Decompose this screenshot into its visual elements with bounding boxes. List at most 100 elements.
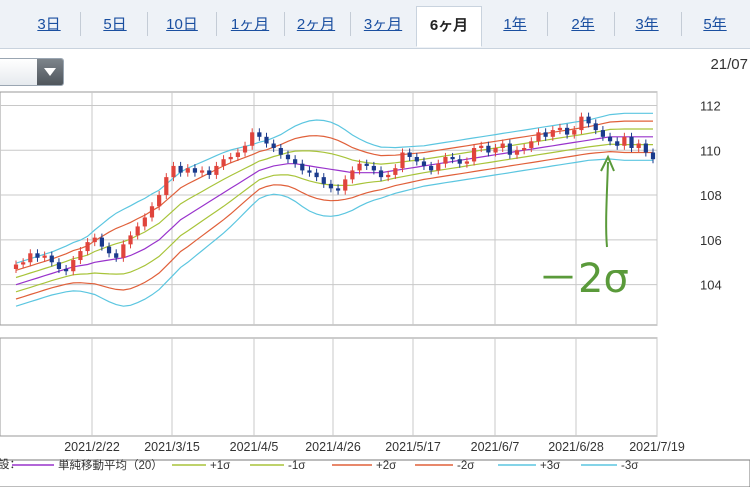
tab-separator [350,12,351,36]
candle-body [407,152,412,157]
candle-body [21,262,26,265]
candle-body [314,172,319,178]
candle-body [364,163,369,166]
candle-body [85,242,90,252]
legend-label: -3σ [621,460,638,472]
tab-2m[interactable]: 2ヶ月 [296,16,336,33]
candle-body [436,163,441,171]
band-minus3-sigma-line [15,158,653,307]
x-tick-label: 2021/7/19 [629,440,685,454]
annotation-label: －2σ [538,256,629,302]
candle-body [457,159,462,164]
tab-1y[interactable]: 1年 [503,16,527,33]
tab-separator [284,12,285,36]
candle-body [414,156,419,162]
candle-body [371,165,376,171]
sub-panel-frame [0,337,658,437]
candle-body [464,161,470,164]
candle-body [328,183,334,189]
x-tick-label: 2021/6/7 [471,440,520,454]
y-tick-label: 106 [700,233,722,248]
tab-5y[interactable]: 5年 [703,16,727,33]
candle-body [149,206,155,218]
candle-body [343,179,348,191]
candle-body [393,168,398,175]
candle-body [114,253,119,258]
tab-3d[interactable]: 3日 [37,16,61,33]
indicator-select[interactable] [0,58,64,86]
candle-body [128,235,133,245]
tab-separator [614,12,615,36]
annotation-arrowhead [600,154,615,172]
candle-body [28,253,33,263]
tab-10d[interactable]: 10日 [166,16,198,33]
y-tick-label: 112 [700,98,721,113]
candle-body [471,148,477,162]
tab-separator [216,12,217,36]
candle-body [600,130,605,137]
candle-body [264,136,269,144]
candle-body [629,136,634,149]
tab-6m[interactable]: 6ヶ月 [416,6,482,47]
tab-3m[interactable]: 3ヶ月 [363,16,403,33]
candle-body [285,154,291,160]
candle-body [214,165,219,175]
candle-body [557,127,563,131]
band-plus3-sigma-line [15,112,653,264]
candle-body [307,170,312,173]
candle-body [386,174,391,178]
candle-body [242,145,248,153]
candle-body [13,264,19,269]
candle-body [500,143,505,149]
legend-label: +1σ [210,460,230,472]
candle-body [49,255,54,263]
annotation-arrow-line [605,161,609,248]
tab-5d[interactable]: 5日 [103,16,127,33]
candle-body [78,251,83,261]
candle-body [522,148,527,151]
price-panel-frame [0,91,658,326]
candle-body [586,116,591,124]
tab-3y[interactable]: 3年 [635,16,659,33]
y-tick-label: 108 [700,188,722,203]
candle-body [565,127,570,135]
candle-body [178,165,183,173]
band-minus1-sigma-line [15,143,653,293]
band-minus2-sigma-line [15,150,653,300]
candle-body [607,136,613,142]
candle-body [271,143,276,149]
legend-label: +3σ [540,460,560,472]
candle-body [421,161,427,166]
legend-item: -3σ [581,460,638,472]
candle-body [106,246,112,254]
candle-body [514,150,520,155]
candle-body [529,141,534,149]
legend-box [0,459,750,487]
current-date-label: 21/07 [710,56,748,73]
x-tick-label: 2021/4/5 [230,440,279,454]
candle-body [235,152,240,157]
candle-body [378,170,384,178]
candle-body [171,165,176,178]
dropdown-button[interactable] [37,59,63,85]
candle-body [429,165,434,171]
candle-body [321,177,326,184]
candle-body [572,130,577,135]
tab-2y[interactable]: 2年 [571,16,595,33]
x-tick-label: 2021/3/15 [144,440,200,454]
tab-1m[interactable]: 1ヶ月 [230,16,270,33]
tab-separator [547,12,548,36]
candle-body [42,255,47,258]
tab-separator [147,12,148,36]
candle-body [543,132,548,137]
chevron-down-icon [44,68,56,76]
x-tick-label: 2021/4/26 [305,440,361,454]
candle-body [479,145,484,149]
legend-item: -2σ [415,460,474,472]
x-tick-label: 2021/6/28 [548,440,604,454]
legend-label: -1σ [288,460,305,472]
candle-body [335,188,341,191]
tab-separator [80,12,81,36]
candle-body [443,156,448,164]
candle-body [493,148,498,153]
